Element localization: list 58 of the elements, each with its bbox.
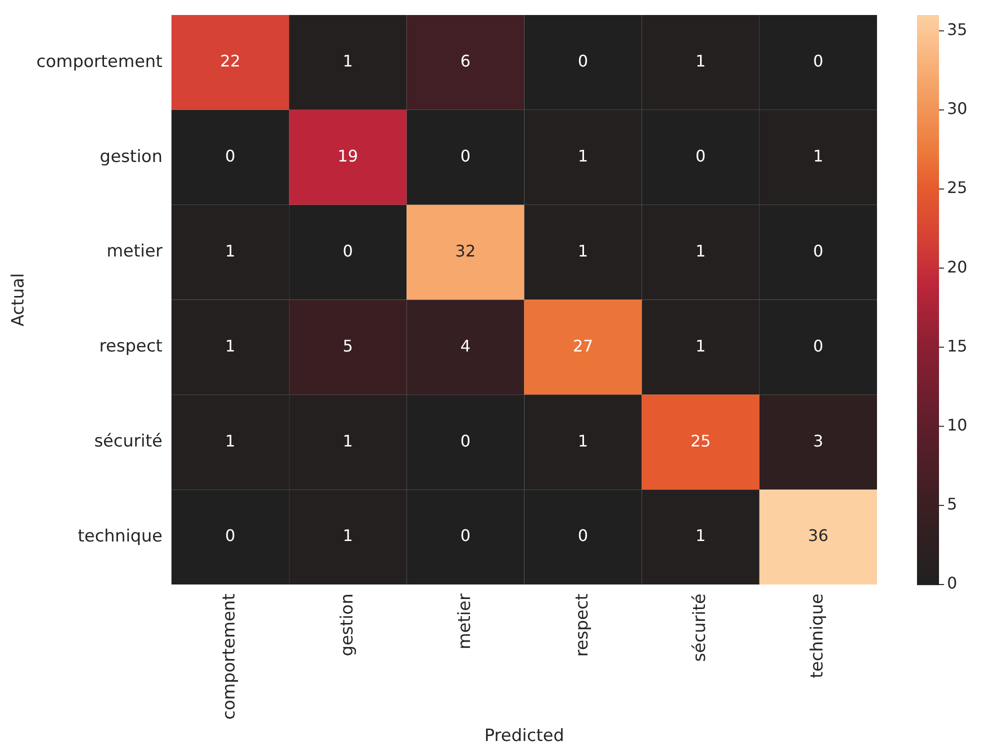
x-tick-label: metier (454, 594, 475, 650)
data-label: 6 (460, 52, 471, 71)
data-label: 1 (225, 431, 236, 450)
data-label: 0 (813, 52, 824, 71)
data-label: 19 (338, 146, 358, 166)
y-tick-label: gestion (100, 146, 162, 167)
data-label: 1 (696, 241, 706, 260)
data-label: 1 (696, 52, 706, 71)
data-label: 1 (696, 526, 706, 546)
data-label: 1 (813, 146, 824, 166)
data-label: 0 (342, 241, 353, 260)
color-bar-label: 25 (947, 178, 968, 198)
data-label: 0 (813, 336, 824, 356)
data-label: 1 (225, 241, 236, 260)
data-label: 1 (578, 146, 588, 166)
data-label: 25 (690, 431, 711, 450)
data-label: 1 (225, 336, 236, 356)
color-bar-label: 35 (947, 20, 968, 39)
x-tick-label: comportement (220, 593, 240, 720)
data-label: 0 (460, 431, 471, 450)
data-label: 0 (460, 526, 471, 546)
x-tick-label: technique (808, 594, 828, 678)
data-label: 0 (696, 146, 706, 166)
data-label: 0 (813, 241, 824, 260)
data-label: 1 (578, 431, 588, 450)
y-tick-label: comportement (36, 52, 163, 72)
color-bar-label: 15 (947, 336, 968, 356)
data-label: 5 (342, 336, 353, 356)
data-label: 1 (696, 336, 706, 356)
color-bar-label: 20 (947, 257, 968, 276)
y-tick-label: metier (106, 242, 162, 262)
data-label: 32 (455, 241, 476, 260)
data-label: 0 (225, 146, 236, 166)
data-label: 0 (225, 526, 236, 546)
y-tick-label: respect (99, 336, 163, 357)
color-bar-label: 10 (947, 415, 968, 434)
data-label: 0 (578, 52, 588, 71)
data-label: 1 (342, 431, 353, 450)
x-axis-title: Predicted (484, 726, 564, 746)
y-tick-label: technique (78, 526, 162, 546)
data-label: 22 (220, 52, 240, 71)
data-label: 1 (578, 241, 588, 260)
y-tick-label: sécurité (94, 432, 162, 452)
data-label: 0 (460, 146, 471, 166)
x-tick-label: respect (572, 593, 592, 657)
data-label: 3 (813, 431, 824, 450)
x-tick-label: sécurité (690, 594, 710, 662)
data-label: 36 (808, 526, 828, 546)
data-label: 1 (342, 526, 353, 546)
data-label: 27 (572, 336, 594, 356)
data-label: 0 (578, 526, 588, 546)
color-bar-label: 30 (947, 99, 968, 118)
data-label: 1 (342, 52, 353, 71)
y-axis-title: Actual (8, 273, 29, 326)
data-label: 4 (460, 336, 471, 356)
x-tick-label: gestion (337, 594, 358, 656)
color-bar-label: 5 (947, 494, 958, 514)
color-bar-label: 0 (947, 574, 958, 593)
